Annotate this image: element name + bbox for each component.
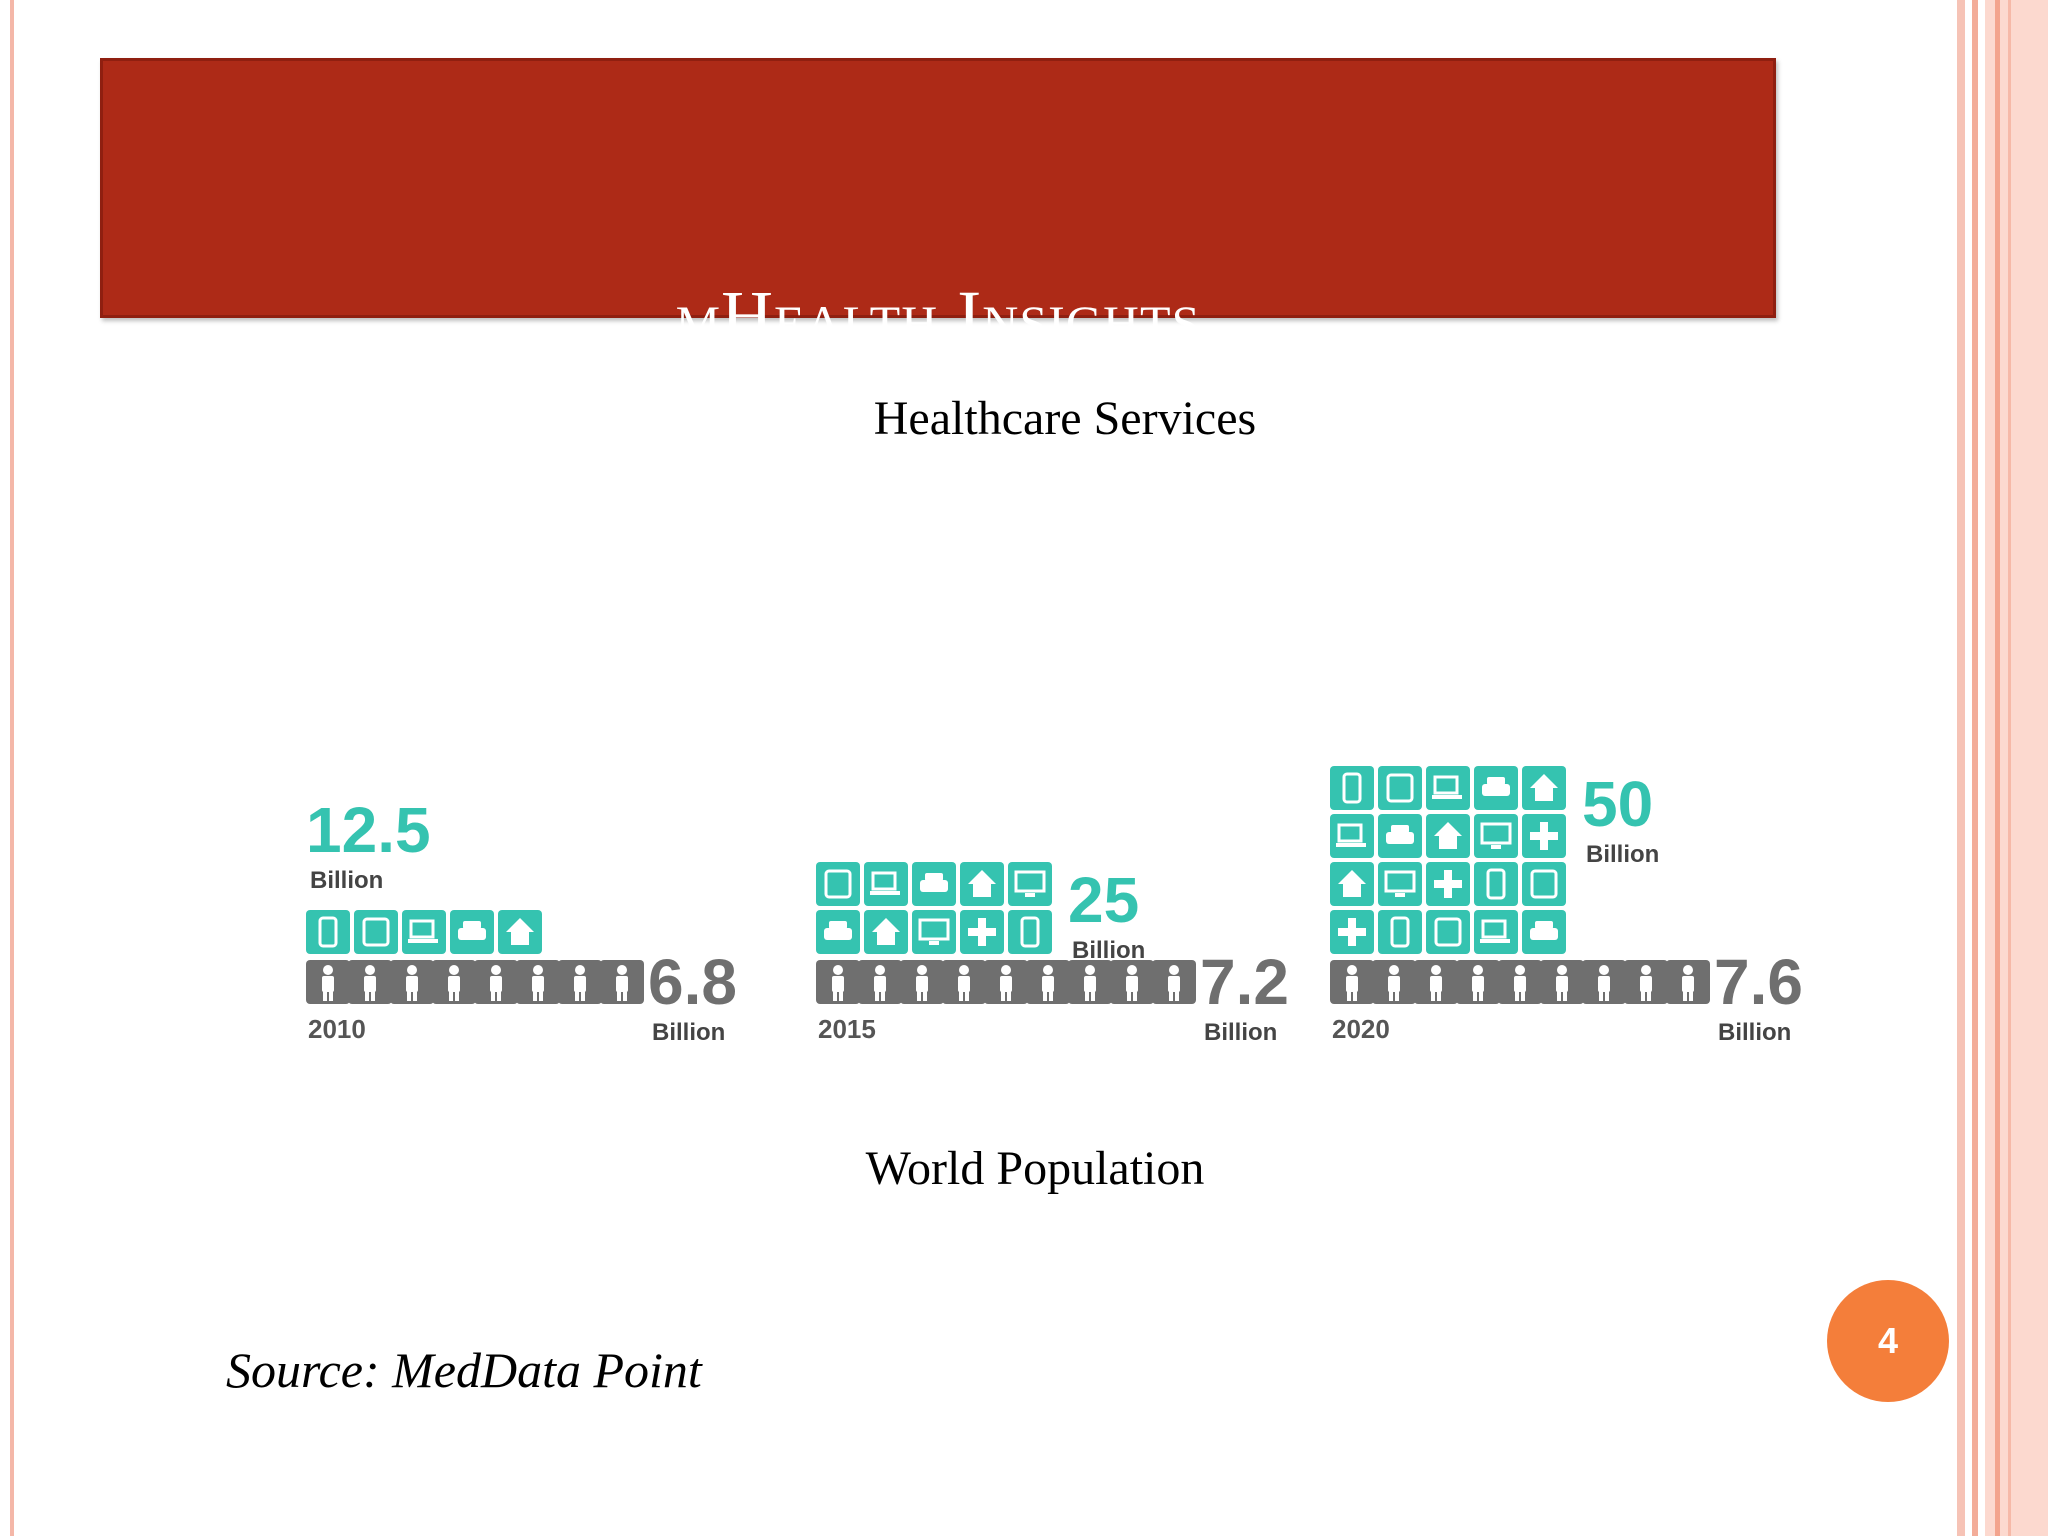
person-icon [1582, 960, 1626, 1004]
phone-icon [1378, 910, 1422, 954]
person-icon [1110, 960, 1154, 1004]
person-icon [1666, 960, 1710, 1004]
population-value-label: 7.6 [1714, 946, 1803, 1018]
population-unit-label: Billion [1718, 1019, 1791, 1046]
phone-icon [1330, 766, 1374, 810]
laptop-icon [864, 862, 908, 906]
person-icon [1540, 960, 1584, 1004]
person-icon [858, 960, 902, 1004]
monitor-icon [1008, 862, 1052, 906]
laptop-icon [1330, 814, 1374, 858]
title-bar: mHealth Insights [100, 58, 1776, 356]
home-icon [1522, 766, 1566, 810]
phone-icon [1008, 910, 1052, 954]
devices-unit-label: Billion [1586, 841, 1659, 868]
healthcare-services-label: Healthcare Services [873, 392, 1257, 445]
devices-value-label: 25 [1068, 864, 1139, 936]
population-unit-label: Billion [1204, 1019, 1277, 1046]
tablet-icon [1378, 766, 1422, 810]
devices-value-label: 12.5 [306, 794, 431, 866]
person-icon [1026, 960, 1070, 1004]
person-icon [474, 960, 518, 1004]
population-value-label: 6.8 [648, 946, 737, 1018]
person-icon [1414, 960, 1458, 1004]
laptop-icon [402, 910, 446, 954]
phone-icon [306, 910, 350, 954]
home-icon [1426, 814, 1470, 858]
source-citation: Source: MedData Point [226, 1342, 702, 1398]
devices-unit-label: Billion [1072, 937, 1145, 964]
population-value-label: 7.2 [1200, 946, 1289, 1018]
person-icon [348, 960, 392, 1004]
person-icon [1498, 960, 1542, 1004]
home-icon [498, 910, 542, 954]
person-icon [900, 960, 944, 1004]
person-icon [1456, 960, 1500, 1004]
slide-frame-right-line [1995, 0, 2000, 1536]
slide-frame-right-line [1972, 0, 1978, 1536]
person-icon [1624, 960, 1668, 1004]
person-icon [558, 960, 602, 1004]
year-label: 2010 [308, 1014, 366, 1044]
devices-value-label: 50 [1582, 768, 1653, 840]
person-icon [432, 960, 476, 1004]
laptop-icon [1426, 766, 1470, 810]
slide-frame-right-line [2008, 0, 2011, 1536]
person-icon [984, 960, 1028, 1004]
person-icon [390, 960, 434, 1004]
car-icon [1522, 910, 1566, 954]
slide-title: mHealth Insights [675, 276, 1201, 356]
person-icon [942, 960, 986, 1004]
car-icon [1378, 814, 1422, 858]
person-icon [1330, 960, 1374, 1004]
car-icon [912, 862, 956, 906]
person-icon [306, 960, 350, 1004]
tablet-icon [816, 862, 860, 906]
person-icon [816, 960, 860, 1004]
world-population-label: World Population [865, 1142, 1205, 1195]
phone-icon [1474, 862, 1518, 906]
home-icon [1330, 862, 1374, 906]
car-icon [816, 910, 860, 954]
devices-unit-label: Billion [310, 867, 383, 894]
monitor-icon [912, 910, 956, 954]
year-label: 2015 [818, 1014, 876, 1044]
car-icon [1474, 766, 1518, 810]
person-icon [1372, 960, 1416, 1004]
population-unit-label: Billion [652, 1019, 725, 1046]
tablet-icon [1522, 862, 1566, 906]
home-icon [960, 862, 1004, 906]
monitor-icon [1378, 862, 1422, 906]
tablet-icon [354, 910, 398, 954]
plus-icon [960, 910, 1004, 954]
plus-icon [1522, 814, 1566, 858]
page-number-badge: 4 [1827, 1280, 1949, 1402]
slide-frame-right-line [1957, 0, 1965, 1536]
car-icon [450, 910, 494, 954]
person-icon [516, 960, 560, 1004]
laptop-icon [1474, 910, 1518, 954]
monitor-icon [1474, 814, 1518, 858]
tablet-icon [1426, 910, 1470, 954]
home-icon [864, 910, 908, 954]
plus-icon [1330, 910, 1374, 954]
person-icon [1152, 960, 1196, 1004]
person-icon [600, 960, 644, 1004]
person-icon [1068, 960, 1112, 1004]
plus-icon [1426, 862, 1470, 906]
slide-frame-left [10, 0, 14, 1536]
year-label: 2020 [1332, 1014, 1390, 1044]
